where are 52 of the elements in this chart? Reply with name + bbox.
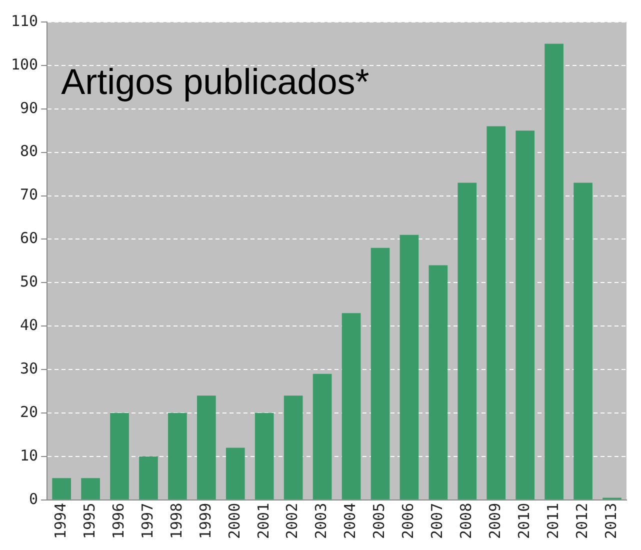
x-tick-label: 1994 [51, 502, 70, 539]
y-tick-label: 0 [29, 490, 38, 508]
bar [516, 130, 535, 500]
y-tick-label: 20 [20, 402, 38, 421]
bar [312, 374, 332, 500]
x-tick-label: 2005 [370, 502, 388, 539]
y-tick-label: 100 [11, 55, 38, 74]
x-tick-label: 2007 [428, 502, 446, 539]
y-tick-label: 60 [20, 229, 38, 248]
bar [544, 44, 564, 500]
y-tick-label: 30 [20, 359, 38, 378]
x-tick-label: 1999 [196, 502, 214, 539]
y-tick-label: 70 [20, 186, 38, 204]
bar [139, 456, 158, 500]
x-tick-label: 2010 [514, 502, 533, 539]
x-tick-label: 2000 [225, 502, 244, 539]
x-tick-label: 2002 [283, 502, 302, 539]
x-tick-label: 2004 [341, 502, 360, 539]
bar [342, 313, 361, 500]
bar [254, 412, 274, 500]
bar [458, 182, 477, 500]
y-tick-label: 10 [20, 446, 38, 464]
bar [110, 412, 129, 500]
x-tick-label: 1998 [167, 502, 186, 539]
bar [284, 396, 303, 500]
bar [52, 478, 71, 500]
bar [370, 248, 390, 500]
y-tick-label: 50 [20, 272, 38, 291]
x-tick-label: 2003 [312, 502, 330, 539]
y-tick-label: 110 [11, 12, 38, 30]
text: Artigos publicados* [61, 60, 370, 102]
y-tick-label: 90 [20, 98, 38, 117]
bar [428, 265, 448, 500]
x-tick-label: 2009 [486, 502, 504, 539]
bar [81, 478, 100, 500]
x-tick-label: 1995 [80, 502, 98, 539]
x-tick-label: 2011 [544, 502, 562, 539]
x-tick-label: 2013 [602, 502, 620, 539]
x-tick-label: 2001 [254, 502, 272, 539]
bar [486, 126, 506, 500]
y-tick-label: 80 [20, 142, 38, 160]
x-tick-label: 1996 [109, 502, 128, 539]
bar [226, 448, 245, 500]
x-tick-label: 1997 [138, 502, 156, 539]
bar [197, 396, 216, 500]
x-tick-label: 2006 [399, 502, 418, 539]
bar [168, 412, 187, 500]
bar [574, 182, 592, 500]
x-tick-label: 2008 [457, 502, 476, 539]
y-tick-label: 40 [20, 316, 38, 334]
bar [400, 234, 419, 500]
x-tick-label: 2012 [572, 502, 591, 539]
